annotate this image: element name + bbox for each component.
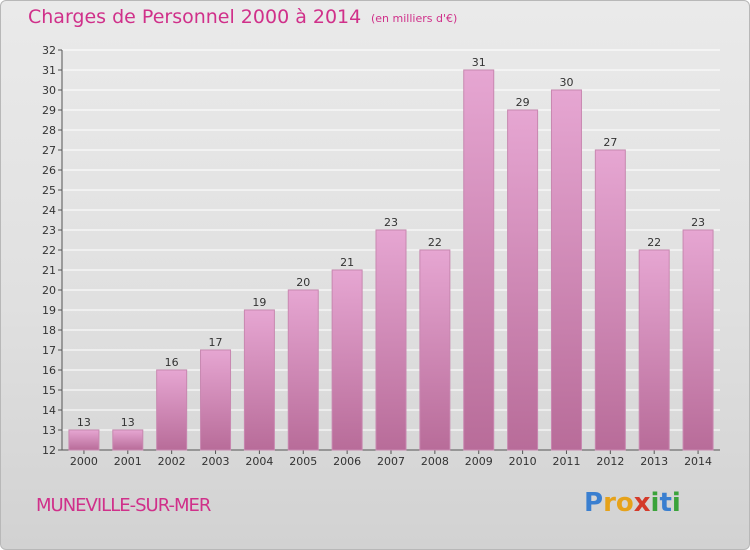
data-label: 20 bbox=[296, 276, 310, 289]
y-tick-label: 23 bbox=[42, 224, 56, 237]
bar-2006 bbox=[331, 269, 363, 451]
bar-2009 bbox=[463, 69, 495, 451]
bar-2005 bbox=[287, 289, 319, 451]
data-label: 22 bbox=[428, 236, 442, 249]
x-tick-label: 2011 bbox=[552, 455, 580, 468]
y-tick-label: 19 bbox=[42, 304, 56, 317]
data-label: 31 bbox=[472, 56, 486, 69]
x-tick-label: 2000 bbox=[70, 455, 98, 468]
x-tick-label: 2006 bbox=[333, 455, 361, 468]
x-tick-label: 2012 bbox=[596, 455, 624, 468]
x-tick-label: 2003 bbox=[202, 455, 230, 468]
proxiti-logo[interactable]: Proxiti bbox=[584, 488, 681, 518]
y-tick-label: 32 bbox=[42, 44, 56, 57]
data-label: 19 bbox=[252, 296, 266, 309]
logo-letter: o bbox=[615, 488, 634, 518]
logo-letter: t bbox=[659, 488, 672, 518]
chart-subtitle: (en milliers d'€) bbox=[371, 12, 458, 25]
y-tick-label: 29 bbox=[42, 104, 56, 117]
axes: 12 13 14 15 16 17 18 19 20 21 22 23 24 25 26 27 28 29 30 31… bbox=[42, 44, 720, 468]
bar-2008 bbox=[419, 249, 451, 451]
bar-2013 bbox=[638, 249, 670, 451]
logo-letter: x bbox=[633, 488, 651, 518]
y-tick-label: 30 bbox=[42, 84, 56, 97]
data-label: 16 bbox=[165, 356, 179, 369]
x-tick-label: 2002 bbox=[158, 455, 186, 468]
x-tick-label: 2013 bbox=[640, 455, 668, 468]
y-tick-label: 18 bbox=[42, 324, 56, 337]
data-label: 30 bbox=[559, 76, 573, 89]
bar-2011 bbox=[550, 89, 582, 451]
city-name: MUNEVILLE-SUR-MER bbox=[36, 495, 211, 516]
x-tick-label: 2005 bbox=[289, 455, 317, 468]
data-label: 22 bbox=[647, 236, 661, 249]
logo-letter: P bbox=[584, 488, 604, 518]
y-tick-label: 25 bbox=[42, 184, 56, 197]
logo-letter: i bbox=[650, 488, 660, 518]
y-tick-label: 14 bbox=[42, 404, 56, 417]
y-tick-label: 26 bbox=[42, 164, 56, 177]
x-tick-label: 2014 bbox=[684, 455, 712, 468]
bar-2004 bbox=[243, 309, 275, 451]
y-tick-label: 15 bbox=[42, 384, 56, 397]
x-tick-label: 2008 bbox=[421, 455, 449, 468]
y-tick-label: 24 bbox=[42, 204, 56, 217]
x-tick-label: 2009 bbox=[465, 455, 493, 468]
bar-2001 bbox=[112, 429, 144, 451]
y-tick-label: 31 bbox=[42, 64, 56, 77]
y-tick-label: 12 bbox=[42, 444, 56, 457]
data-label: 13 bbox=[77, 416, 91, 429]
bar-2003 bbox=[200, 349, 232, 451]
logo-letter: i bbox=[671, 488, 681, 518]
y-tick-label: 28 bbox=[42, 124, 56, 137]
data-label: 23 bbox=[384, 216, 398, 229]
data-label: 23 bbox=[691, 216, 705, 229]
logo-letter: r bbox=[603, 488, 616, 518]
bar-2012 bbox=[594, 149, 626, 451]
y-tick-label: 27 bbox=[42, 144, 56, 157]
bar-2010 bbox=[507, 109, 539, 451]
y-tick-label: 21 bbox=[42, 264, 56, 277]
bars bbox=[68, 69, 714, 451]
bar-2002 bbox=[156, 369, 188, 451]
y-tick-label: 16 bbox=[42, 364, 56, 377]
y-tick-label: 20 bbox=[42, 284, 56, 297]
data-label: 13 bbox=[121, 416, 135, 429]
bar-2007 bbox=[375, 229, 407, 451]
data-label: 29 bbox=[516, 96, 530, 109]
y-tick-label: 13 bbox=[42, 424, 56, 437]
bar-2014 bbox=[682, 229, 714, 451]
bar-2000 bbox=[68, 429, 100, 451]
data-label: 17 bbox=[209, 336, 223, 349]
data-label: 21 bbox=[340, 256, 354, 269]
y-tick-label: 17 bbox=[42, 344, 56, 357]
x-tick-label: 2004 bbox=[245, 455, 273, 468]
data-label: 27 bbox=[603, 136, 617, 149]
chart-title: Charges de Personnel 2000 à 2014 bbox=[28, 6, 362, 28]
x-tick-label: 2001 bbox=[114, 455, 142, 468]
x-tick-label: 2007 bbox=[377, 455, 405, 468]
data-labels: 13 13 16 17 19 20 21 23 22 31 29 30 27 22 23 bbox=[77, 56, 705, 429]
y-tick-label: 22 bbox=[42, 244, 56, 257]
x-tick-label: 2010 bbox=[509, 455, 537, 468]
